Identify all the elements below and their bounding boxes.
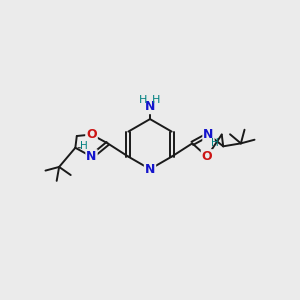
Text: O: O xyxy=(86,128,97,141)
Text: H: H xyxy=(139,95,148,105)
Text: N: N xyxy=(145,163,155,176)
Text: N: N xyxy=(145,100,155,113)
Text: O: O xyxy=(202,150,212,163)
Text: N: N xyxy=(86,150,97,163)
Text: N: N xyxy=(203,128,214,141)
Text: H: H xyxy=(80,141,87,151)
Text: H: H xyxy=(152,95,161,105)
Text: H: H xyxy=(211,138,219,148)
